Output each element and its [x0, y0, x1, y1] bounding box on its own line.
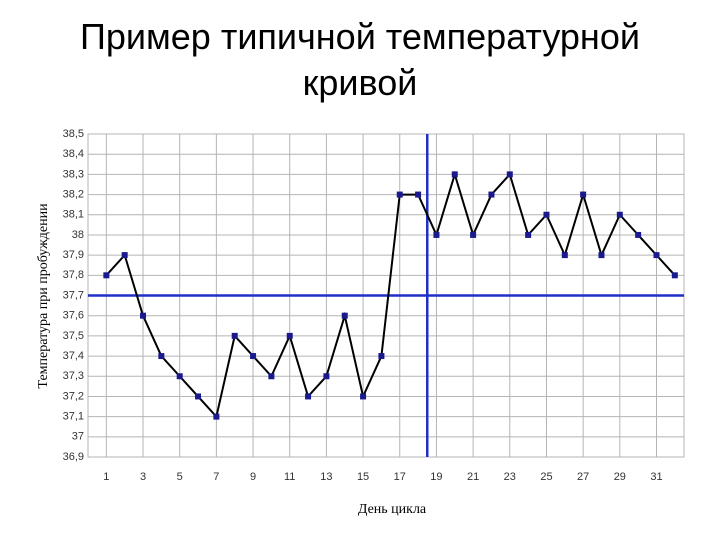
- data-point: [176, 373, 183, 380]
- data-point: [140, 312, 147, 319]
- x-tick-label: 23: [504, 471, 516, 483]
- data-point: [470, 231, 477, 238]
- data-point: [488, 191, 495, 198]
- y-tick-label: 37,6: [63, 310, 84, 322]
- data-point: [286, 332, 293, 339]
- data-point: [378, 353, 385, 360]
- y-tick-label: 38,2: [63, 188, 84, 200]
- data-point: [360, 393, 367, 400]
- data-point: [433, 231, 440, 238]
- x-tick-label: 3: [140, 471, 146, 483]
- data-line: [105, 170, 676, 419]
- chart-title: Пример типичной температурной кривой: [80, 16, 640, 103]
- x-tick-label: 27: [577, 471, 589, 483]
- y-tick-label: 37,2: [63, 390, 84, 402]
- x-tick-label: 13: [320, 471, 332, 483]
- data-point: [543, 211, 550, 218]
- data-point: [231, 332, 238, 339]
- x-tick-label: 21: [467, 471, 479, 483]
- x-tick-label: 11: [284, 471, 295, 483]
- data-point: [323, 373, 330, 380]
- y-tick-label: 38,3: [63, 168, 84, 180]
- y-tick-label: 37,3: [63, 370, 84, 382]
- data-point: [451, 171, 458, 178]
- y-tick-label: 37,8: [63, 269, 84, 281]
- data-point: [415, 191, 422, 198]
- x-axis-label: День цикла: [358, 502, 427, 517]
- x-tick-label: 7: [213, 471, 219, 483]
- y-tick-label: 38: [72, 229, 84, 241]
- y-tick-label: 38,5: [63, 128, 84, 140]
- x-tick-label: 19: [430, 471, 442, 483]
- y-axis-label: Температура при пробуждении: [36, 203, 51, 389]
- data-point: [671, 272, 678, 279]
- y-tick-label: 37,7: [63, 289, 84, 301]
- x-tick-label: 1: [103, 471, 109, 483]
- x-tick-label: 17: [394, 471, 406, 483]
- x-tick-label: 29: [614, 471, 626, 483]
- x-tick-label: 9: [250, 471, 256, 483]
- y-tick-label: 37,5: [63, 330, 84, 342]
- data-point: [561, 252, 568, 259]
- y-tick-label: 37,1: [63, 411, 84, 423]
- y-tick-label: 38,1: [63, 209, 84, 221]
- x-tick-label: 31: [650, 471, 662, 483]
- data-point: [616, 211, 623, 218]
- data-point: [525, 231, 532, 238]
- data-point: [653, 252, 660, 259]
- x-tick-label: 5: [177, 471, 183, 483]
- x-tick-label: 25: [540, 471, 552, 483]
- data-point: [250, 353, 257, 360]
- data-point: [195, 393, 202, 400]
- data-point: [635, 231, 642, 238]
- data-point: [598, 252, 605, 259]
- data-point: [305, 393, 312, 400]
- data-point: [396, 191, 403, 198]
- data-point: [121, 252, 128, 259]
- y-tick-label: 37,9: [63, 249, 84, 261]
- data-point: [580, 191, 587, 198]
- data-point: [213, 413, 220, 420]
- data-point: [158, 353, 165, 360]
- data-point: [506, 171, 513, 178]
- data-point: [341, 312, 348, 319]
- data-point: [103, 272, 110, 279]
- x-tick-label: 15: [357, 471, 369, 483]
- y-tick-label: 38,4: [63, 148, 84, 160]
- y-tick-label: 37: [72, 431, 84, 443]
- y-tick-label: 36,9: [63, 451, 84, 463]
- y-tick-label: 37,4: [63, 350, 84, 362]
- data-point: [268, 373, 275, 380]
